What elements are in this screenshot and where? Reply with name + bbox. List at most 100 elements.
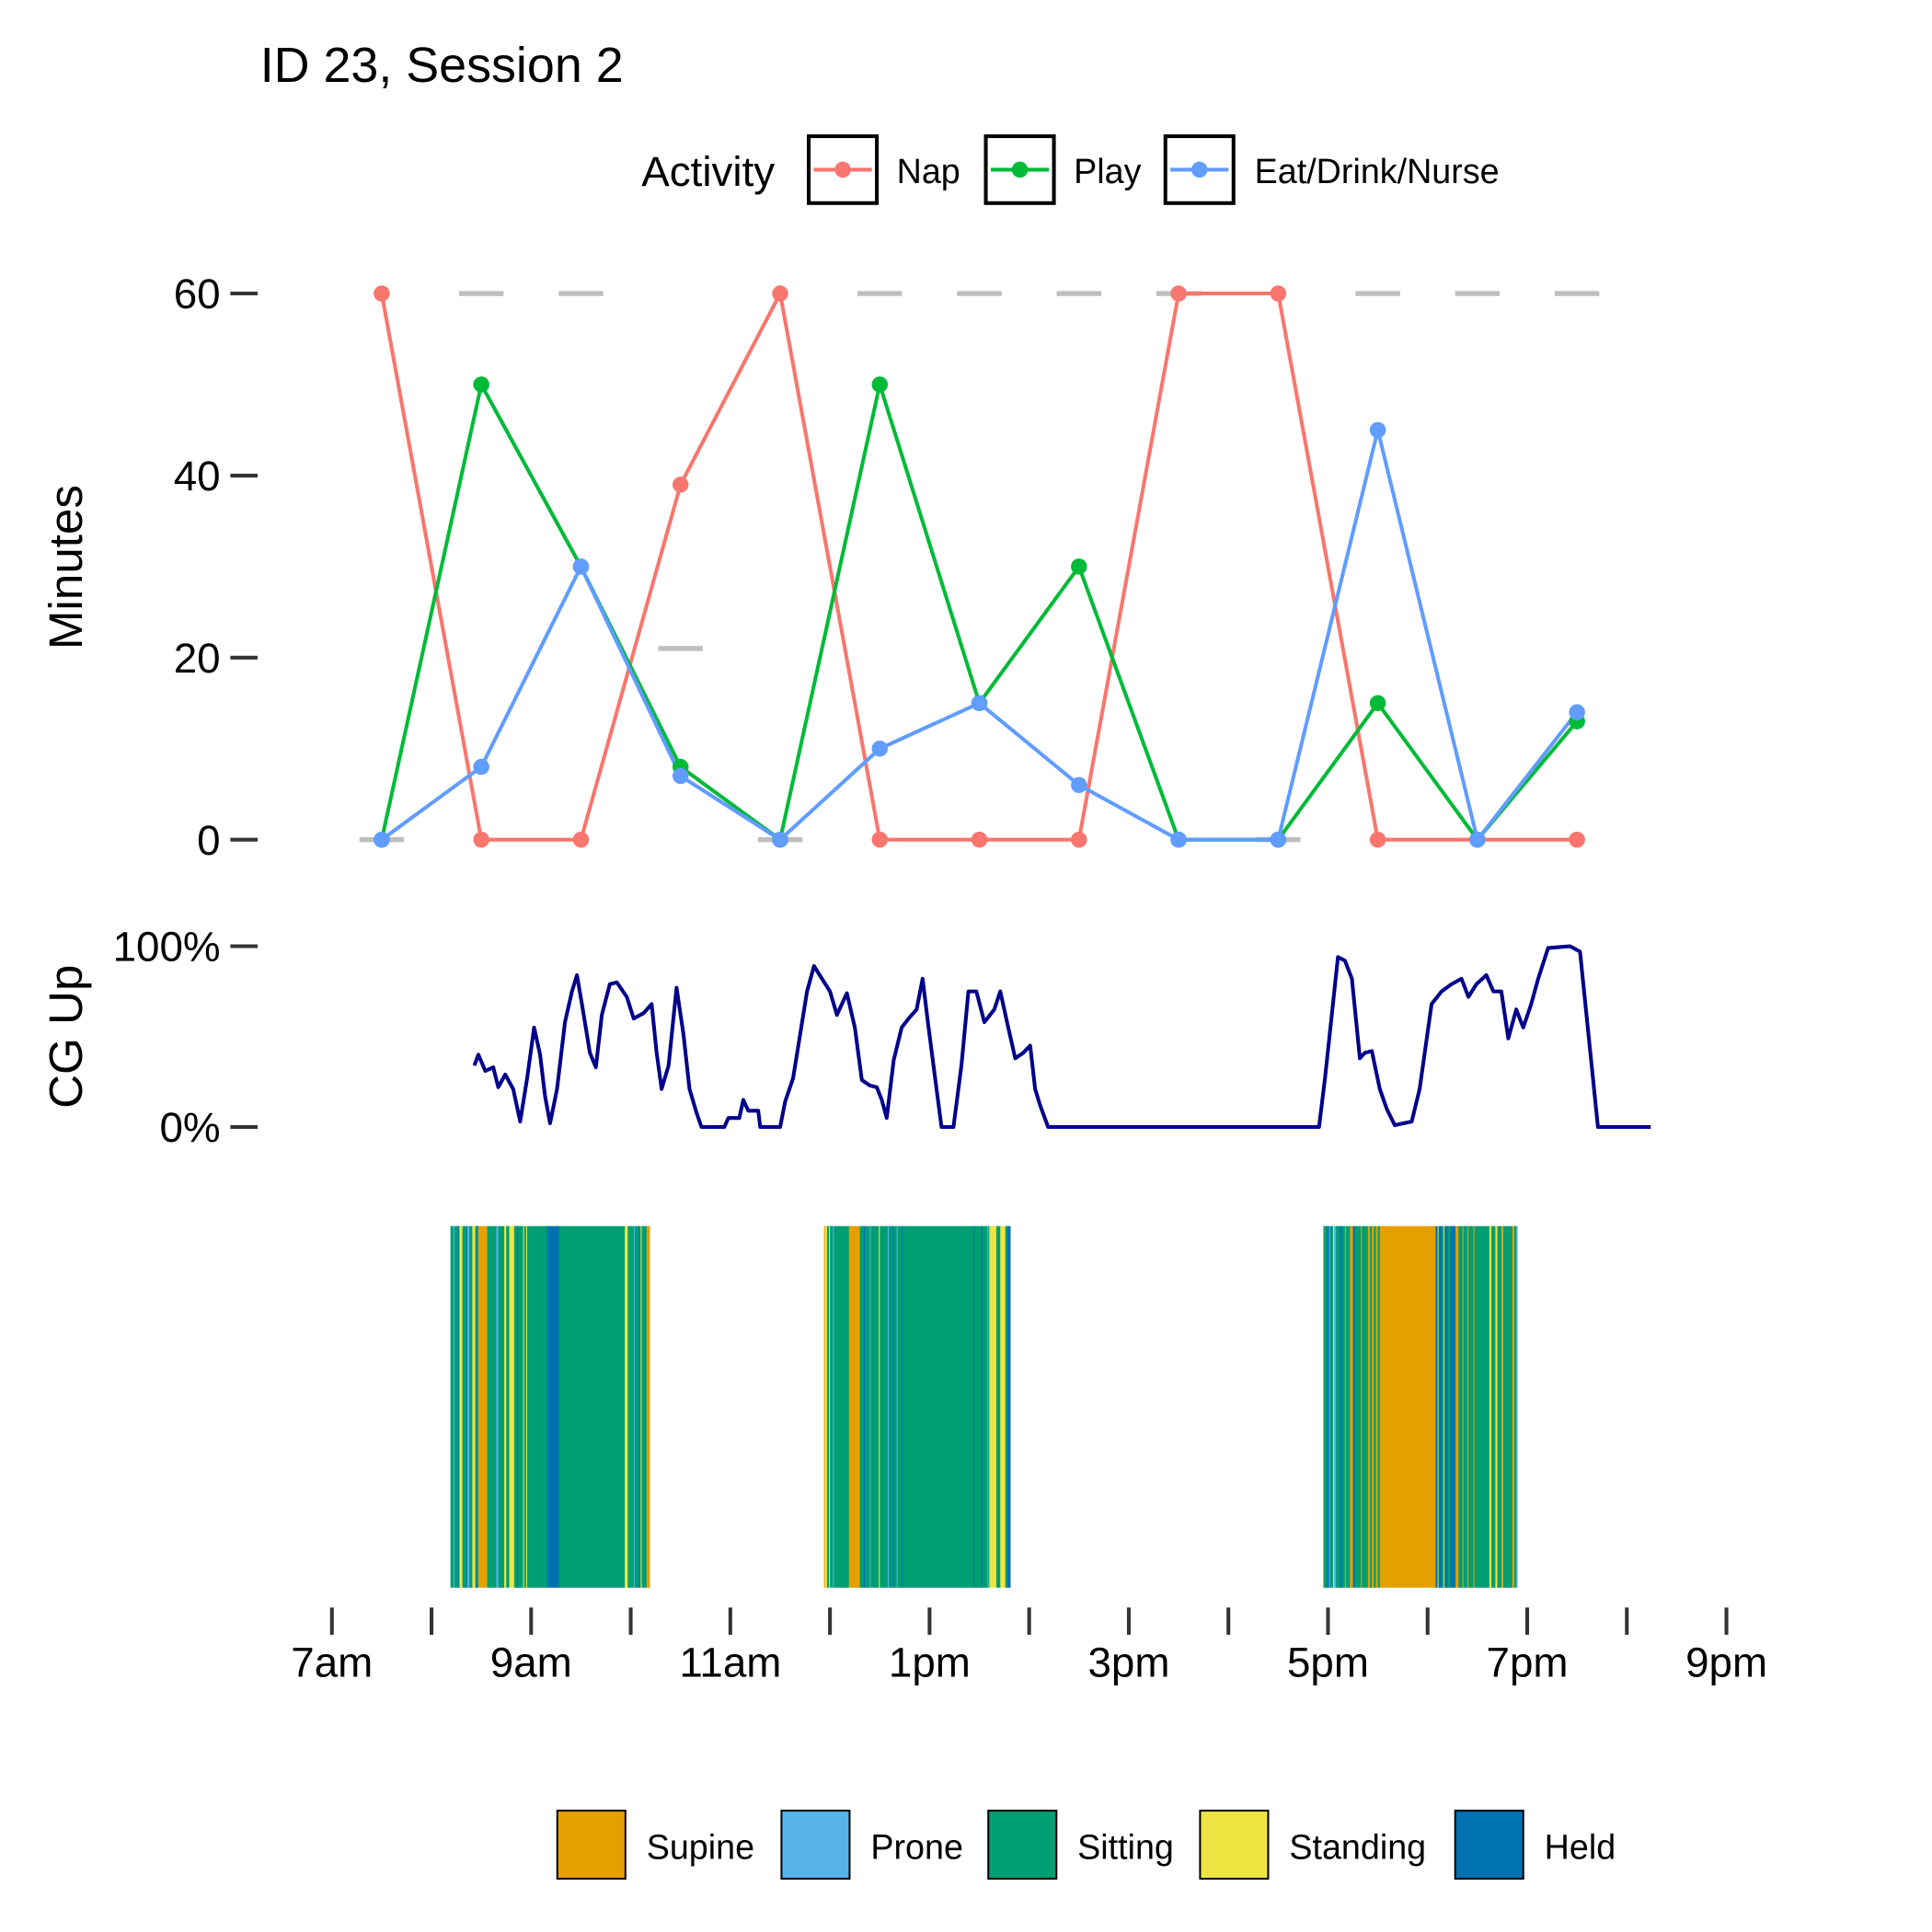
posture-segment-supine	[477, 1225, 489, 1588]
posture-segment-supine	[1467, 1225, 1469, 1588]
posture-segment-sitting	[897, 1225, 903, 1588]
posture-segment-prone	[887, 1225, 890, 1588]
reference-dashes	[359, 291, 1600, 843]
eat-data-point	[672, 767, 689, 785]
x-tick-label: 9am	[490, 1639, 572, 1686]
legend-key-point	[834, 161, 851, 178]
posture-segment-supine	[646, 1225, 650, 1588]
nap-data-point	[473, 831, 489, 848]
posture-segment-prone	[1328, 1225, 1331, 1588]
posture-segment-prone	[896, 1225, 899, 1588]
posture-segment-supine	[1455, 1225, 1459, 1588]
nap-data-point	[1270, 285, 1287, 302]
posture-segment-sitting	[1491, 1225, 1496, 1588]
posture-segment-standing	[472, 1225, 477, 1588]
posture-segment-held	[458, 1225, 460, 1588]
legend-label-eat: Eat/Drink/Nurse	[1255, 152, 1500, 190]
posture-segment-held	[902, 1225, 903, 1588]
posture-segment-standing	[459, 1225, 464, 1588]
posture-segment-held	[1450, 1225, 1456, 1588]
posture-segment-standing	[989, 1225, 997, 1588]
posture-segment-held	[1327, 1225, 1329, 1588]
posture-segment-sitting	[1447, 1225, 1452, 1588]
legend-key-point	[1011, 161, 1029, 178]
posture-segment-sitting	[1336, 1225, 1340, 1588]
eat-data-point	[772, 831, 788, 848]
eat-data-point	[1569, 704, 1585, 720]
posture-segment-standing	[504, 1225, 507, 1588]
eat-data-point	[374, 831, 390, 848]
posture-segment-sitting	[1005, 1225, 1008, 1588]
posture-segment-held	[1340, 1225, 1343, 1588]
y-tick-label: 60	[174, 270, 221, 317]
posture-segment-supine	[823, 1225, 826, 1588]
posture-segment-sitting	[893, 1225, 898, 1588]
legend-swatch-prone	[780, 1810, 851, 1880]
posture-segment-supine	[848, 1225, 861, 1588]
posture-segment-standing	[879, 1225, 880, 1588]
posture-segment-sitting	[1354, 1225, 1362, 1588]
posture-segment-sitting	[903, 1225, 974, 1588]
activity-plot	[374, 285, 1585, 848]
posture-segment-sitting	[1362, 1225, 1369, 1588]
nap-data-point	[1369, 831, 1386, 848]
play-data-point	[871, 376, 889, 393]
x-tick-label: 5pm	[1287, 1639, 1369, 1686]
posture-segment-standing	[1437, 1225, 1440, 1588]
activity-legend: Activity Nap Play Eat/Drink/Nurse	[641, 134, 1500, 205]
posture-segment-supine	[1379, 1225, 1436, 1588]
nap-data-point	[1071, 831, 1087, 848]
posture-segment-sitting	[487, 1225, 497, 1588]
play-data-point	[1071, 558, 1087, 575]
posture-segment-sitting	[558, 1225, 626, 1588]
legend-label-nap: Nap	[897, 152, 960, 190]
posture-segment-sitting	[639, 1225, 641, 1588]
posture-segment-held	[973, 1225, 975, 1588]
eat-data-point	[572, 558, 590, 575]
posture-segment-sitting	[859, 1225, 865, 1588]
posture-legend: Supine Prone Sitting Standing Held	[556, 1810, 1616, 1880]
posture-segment-prone	[1516, 1225, 1518, 1588]
posture-segment-held	[1438, 1225, 1443, 1588]
posture-segment-supine	[1462, 1225, 1465, 1588]
posture-segment-standing	[523, 1225, 525, 1588]
cg-up-line	[472, 944, 1651, 1130]
posture-segment-sitting	[627, 1225, 635, 1588]
posture-segment-standing	[640, 1225, 642, 1588]
eat-data-point	[1369, 421, 1386, 439]
posture-segment-standing	[829, 1225, 831, 1588]
posture-segment-supine	[1473, 1225, 1476, 1588]
x-tick-label: 1pm	[889, 1639, 971, 1686]
posture-segment-sitting	[450, 1225, 454, 1588]
posture-segment-supine	[1367, 1225, 1371, 1588]
posture-segment-sitting	[469, 1225, 473, 1588]
posture-segment-standing	[1489, 1225, 1492, 1588]
posture-segment-sitting	[1377, 1225, 1381, 1588]
posture-segment-sitting	[880, 1225, 889, 1588]
posture-segment-supine	[1361, 1225, 1363, 1588]
x-tick-label: 3pm	[1087, 1639, 1169, 1686]
minutes-axis-label: Minutes	[40, 485, 92, 650]
posture-segment-sitting	[498, 1225, 505, 1588]
posture-segment-sitting	[454, 1225, 459, 1588]
posture-segment-held	[892, 1225, 894, 1588]
posture-segment-prone	[1333, 1225, 1337, 1588]
posture-segment-supine	[1323, 1225, 1325, 1588]
nap-data-point	[1569, 831, 1585, 848]
posture-segment-sitting	[1468, 1225, 1474, 1588]
posture-segment-sitting	[1463, 1225, 1468, 1588]
minutes-y-axis: 0 20 40 60	[174, 270, 258, 864]
posture-segment-held	[546, 1225, 560, 1588]
posture-segment-sitting	[834, 1225, 850, 1588]
time-x-axis: 7am 9am 11am 1pm 3pm 5pm 7pm 9pm	[291, 1607, 1767, 1686]
posture-segment-sitting	[870, 1225, 880, 1588]
posture-segment-supine	[1350, 1225, 1353, 1588]
posture-segment-sitting	[1324, 1225, 1328, 1588]
x-tick-label: 7pm	[1487, 1639, 1569, 1686]
eat-data-point	[1469, 831, 1486, 848]
legend-label-standing: Standing	[1289, 1828, 1426, 1867]
eat-series-line	[380, 429, 1579, 845]
posture-segment-sitting	[1369, 1225, 1373, 1588]
posture-segment-prone	[633, 1225, 636, 1588]
